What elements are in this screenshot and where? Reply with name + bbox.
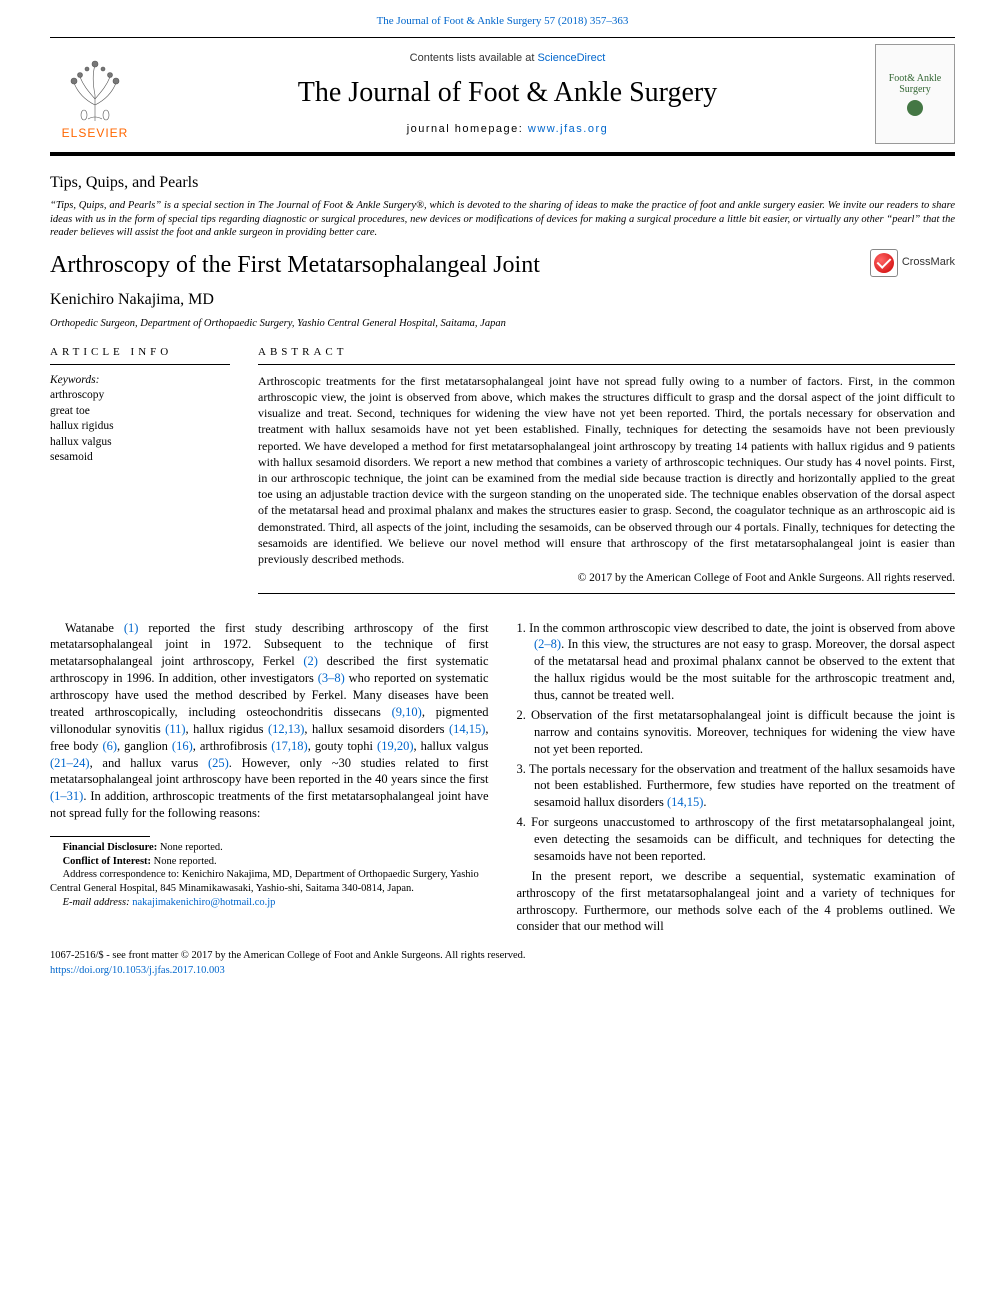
reference-link[interactable]: (14,15) — [449, 722, 485, 736]
conflict-of-interest-label: Conflict of Interest: — [63, 856, 151, 867]
abstract-column: abstract Arthroscopic treatments for the… — [258, 345, 955, 594]
keyword: arthroscopy — [50, 388, 230, 404]
article-info-column: article info Keywords: arthroscopy great… — [50, 345, 230, 594]
abstract-heading: abstract — [258, 345, 955, 364]
keyword: hallux valgus — [50, 435, 230, 451]
contents-prefix: Contents lists available at — [410, 52, 538, 64]
citation-link[interactable]: The Journal of Foot & Ankle Surgery 57 (… — [377, 15, 629, 27]
homepage-prefix: journal homepage: — [407, 123, 528, 135]
list-item: 4. For surgeons unaccustomed to arthrosc… — [534, 814, 955, 865]
reference-link[interactable]: (9,10) — [392, 705, 422, 719]
keywords-label: Keywords: — [50, 373, 230, 389]
reference-link[interactable]: (25) — [208, 756, 229, 770]
journal-name: The Journal of Foot & Ankle Surgery — [140, 66, 875, 122]
crossmark-label: CrossMark — [902, 255, 955, 270]
elsevier-tree-icon — [60, 55, 130, 123]
section-blurb: “Tips, Quips, and Pearls” is a special s… — [50, 199, 955, 238]
body-paragraph: Watanabe (1) reported the first study de… — [50, 620, 489, 823]
reference-link[interactable]: (14,15) — [667, 795, 703, 809]
journal-cover-thumbnail[interactable]: Foot& Ankle Surgery — [875, 44, 955, 144]
reference-link[interactable]: (21–24) — [50, 756, 90, 770]
list-item: 1. In the common arthroscopic view descr… — [534, 620, 955, 704]
abstract-copyright: © 2017 by the American College of Foot a… — [258, 571, 955, 587]
journal-homepage: journal homepage: www.jfas.org — [140, 122, 875, 137]
list-item: 3. The portals necessary for the observa… — [534, 761, 955, 812]
article-title: Arthroscopy of the First Metatarsophalan… — [50, 249, 870, 281]
contents-available: Contents lists available at ScienceDirec… — [140, 51, 875, 66]
article-info-heading: article info — [50, 345, 230, 364]
keywords-list: arthroscopy great toe hallux rigidus hal… — [50, 388, 230, 466]
financial-disclosure-text: None reported. — [157, 842, 223, 853]
masthead: ELSEVIER Contents lists available at Sci… — [50, 38, 955, 150]
abstract-rule — [258, 364, 955, 365]
article-body: Watanabe (1) reported the first study de… — [50, 620, 955, 936]
keyword: great toe — [50, 404, 230, 420]
reference-link[interactable]: (1) — [124, 621, 139, 635]
reference-link[interactable]: (6) — [102, 739, 117, 753]
crossmark-badge-icon — [870, 249, 898, 277]
financial-disclosure-label: Financial Disclosure: — [63, 842, 158, 853]
correspondence-address: Address correspondence to: Kenichiro Nak… — [50, 868, 489, 895]
author-email-link[interactable]: nakajimakenichiro@hotmail.co.jp — [132, 897, 275, 908]
footnote-rule — [50, 836, 150, 837]
reference-link[interactable]: (19,20) — [377, 739, 413, 753]
footnote-block: Financial Disclosure: None reported. Con… — [50, 841, 489, 909]
crossmark-widget[interactable]: CrossMark — [870, 249, 955, 277]
keyword: hallux rigidus — [50, 419, 230, 435]
reference-link[interactable]: (12,13) — [268, 722, 304, 736]
conflict-of-interest-text: None reported. — [151, 856, 217, 867]
author-affiliation: Orthopedic Surgeon, Department of Orthop… — [50, 317, 955, 331]
doi-link[interactable]: https://doi.org/10.1053/j.jfas.2017.10.0… — [50, 965, 225, 976]
reference-link[interactable]: (17,18) — [271, 739, 307, 753]
sciencedirect-link[interactable]: ScienceDirect — [537, 52, 605, 64]
reference-link[interactable]: (2) — [303, 654, 318, 668]
email-label: E-mail address: — [63, 897, 133, 908]
cover-seal-icon — [907, 100, 923, 116]
homepage-link[interactable]: www.jfas.org — [528, 123, 608, 135]
keyword: sesamoid — [50, 450, 230, 466]
abstract-text: Arthroscopic treatments for the first me… — [258, 373, 955, 567]
list-item: 2. Observation of the first metatarsopha… — [534, 707, 955, 758]
abstract-bottom-rule — [258, 593, 955, 594]
body-paragraph: In the present report, we describe a seq… — [517, 868, 956, 936]
reference-link[interactable]: (16) — [172, 739, 193, 753]
info-rule — [50, 364, 230, 365]
reference-link[interactable]: (11) — [165, 722, 185, 736]
front-matter-line: 1067-2516/$ - see front matter © 2017 by… — [50, 949, 955, 963]
section-name: Tips, Quips, and Pearls — [50, 172, 955, 194]
footer-block: 1067-2516/$ - see front matter © 2017 by… — [0, 935, 1005, 997]
reference-link[interactable]: (1–31) — [50, 789, 83, 803]
numbered-reasons-list: 1. In the common arthroscopic view descr… — [517, 620, 956, 865]
cover-title: Foot& Ankle Surgery — [876, 71, 954, 97]
crossmark-check-icon — [874, 253, 894, 273]
publisher-wordmark: ELSEVIER — [62, 123, 129, 141]
author-name: Kenichiro Nakajima, MD — [50, 289, 955, 311]
reference-link[interactable]: (2–8) — [534, 637, 561, 651]
reference-link[interactable]: (3–8) — [318, 671, 345, 685]
publisher-logo[interactable]: ELSEVIER — [50, 46, 140, 141]
